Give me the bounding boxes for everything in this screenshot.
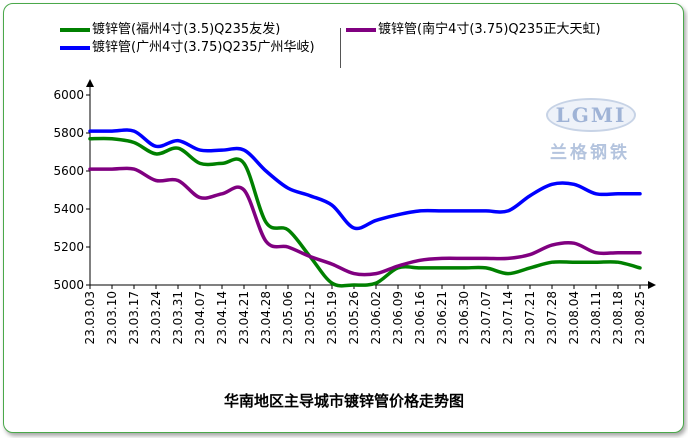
x-tick-label: 23.06.30 xyxy=(457,291,471,344)
x-tick-label: 23.06.09 xyxy=(391,291,405,344)
x-tick-label: 23.05.06 xyxy=(281,291,295,344)
x-tick-label: 23.04.21 xyxy=(237,291,251,344)
series-line-guangzhou xyxy=(88,128,642,231)
legend-label-fuzhou: 镀锌管(福州4寸(3.5)Q235友发) xyxy=(92,22,281,37)
x-tick-label: 23.07.07 xyxy=(479,291,493,344)
legend-label-guangzhou: 镀锌管(广州4寸(3.75)Q235广州华岐) xyxy=(92,40,315,55)
x-tick-label: 23.03.24 xyxy=(149,291,163,344)
y-tick-label: 5400 xyxy=(53,202,84,216)
y-tick-label: 5200 xyxy=(53,240,84,254)
x-tick-label: 23.06.02 xyxy=(369,291,383,344)
series-line-fuzhou xyxy=(88,136,642,288)
legend-separator xyxy=(340,28,341,68)
x-tick-label: 23.07.14 xyxy=(501,291,515,344)
logo-cn-text: 兰格钢铁 xyxy=(550,143,630,163)
legend-swatch-guangzhou xyxy=(60,46,90,50)
x-tick-label: 23.07.28 xyxy=(545,291,559,344)
x-tick-label: 23.06.21 xyxy=(435,291,449,344)
x-tick-label: 23.08.04 xyxy=(567,291,581,344)
y-tick-label: 5800 xyxy=(53,126,84,140)
x-tick-label: 23.04.07 xyxy=(193,291,207,344)
x-tick-label: 23.05.19 xyxy=(325,291,339,344)
y-tick-label: 6000 xyxy=(53,88,84,102)
legend-swatch-nanning xyxy=(346,28,376,32)
series-line-nanning xyxy=(88,166,642,277)
x-tick-label: 23.08.25 xyxy=(633,291,647,344)
x-tick-label: 23.06.16 xyxy=(413,291,427,344)
x-tick-label: 23.03.10 xyxy=(105,291,119,344)
x-tick-label: 23.03.03 xyxy=(83,291,97,344)
x-tick-label: 23.05.12 xyxy=(303,291,317,344)
x-tick-label: 23.08.18 xyxy=(611,291,625,344)
logo-badge: LGMI xyxy=(546,98,636,132)
x-tick-label: 23.08.11 xyxy=(589,291,603,344)
x-tick-label: 23.03.31 xyxy=(171,291,185,344)
y-tick-label: 5600 xyxy=(53,164,84,178)
legend-swatch-fuzhou xyxy=(60,28,90,32)
x-tick-label: 23.05.26 xyxy=(347,291,361,344)
x-axis-arrow xyxy=(648,281,656,289)
chart-title: 华南地区主导城市镀锌管价格走势图 xyxy=(223,392,464,410)
x-tick-label: 23.03.17 xyxy=(127,291,141,344)
x-tick-label: 23.04.14 xyxy=(215,291,229,344)
x-tick-label: 23.07.21 xyxy=(523,291,537,344)
y-tick-label: 5000 xyxy=(53,278,84,292)
x-tick-label: 23.04.28 xyxy=(259,291,273,344)
lgmi-logo: LGMI 兰格钢铁 xyxy=(540,96,640,166)
y-axis-arrow xyxy=(86,79,94,87)
legend-label-nanning: 镀锌管(南宁4寸(3.75)Q235正大天虹) xyxy=(378,22,601,37)
